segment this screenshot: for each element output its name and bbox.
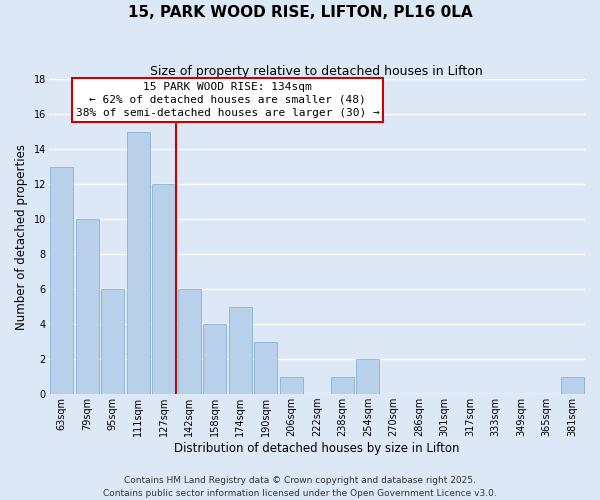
Bar bbox=[203, 324, 226, 394]
Bar bbox=[127, 132, 149, 394]
Text: 15 PARK WOOD RISE: 134sqm
← 62% of detached houses are smaller (48)
38% of semi-: 15 PARK WOOD RISE: 134sqm ← 62% of detac… bbox=[76, 82, 379, 118]
Bar bbox=[76, 219, 98, 394]
Bar bbox=[101, 289, 124, 394]
Y-axis label: Number of detached properties: Number of detached properties bbox=[15, 144, 28, 330]
Bar bbox=[229, 306, 252, 394]
Bar bbox=[178, 289, 200, 394]
X-axis label: Distribution of detached houses by size in Lifton: Distribution of detached houses by size … bbox=[174, 442, 460, 455]
Bar bbox=[152, 184, 175, 394]
Bar bbox=[50, 166, 73, 394]
Bar bbox=[331, 376, 354, 394]
Text: Contains HM Land Registry data © Crown copyright and database right 2025.
Contai: Contains HM Land Registry data © Crown c… bbox=[103, 476, 497, 498]
Bar bbox=[280, 376, 303, 394]
Title: Size of property relative to detached houses in Lifton: Size of property relative to detached ho… bbox=[151, 65, 483, 78]
Bar bbox=[561, 376, 584, 394]
Bar bbox=[254, 342, 277, 394]
Bar bbox=[356, 359, 379, 394]
Text: 15, PARK WOOD RISE, LIFTON, PL16 0LA: 15, PARK WOOD RISE, LIFTON, PL16 0LA bbox=[128, 5, 472, 20]
